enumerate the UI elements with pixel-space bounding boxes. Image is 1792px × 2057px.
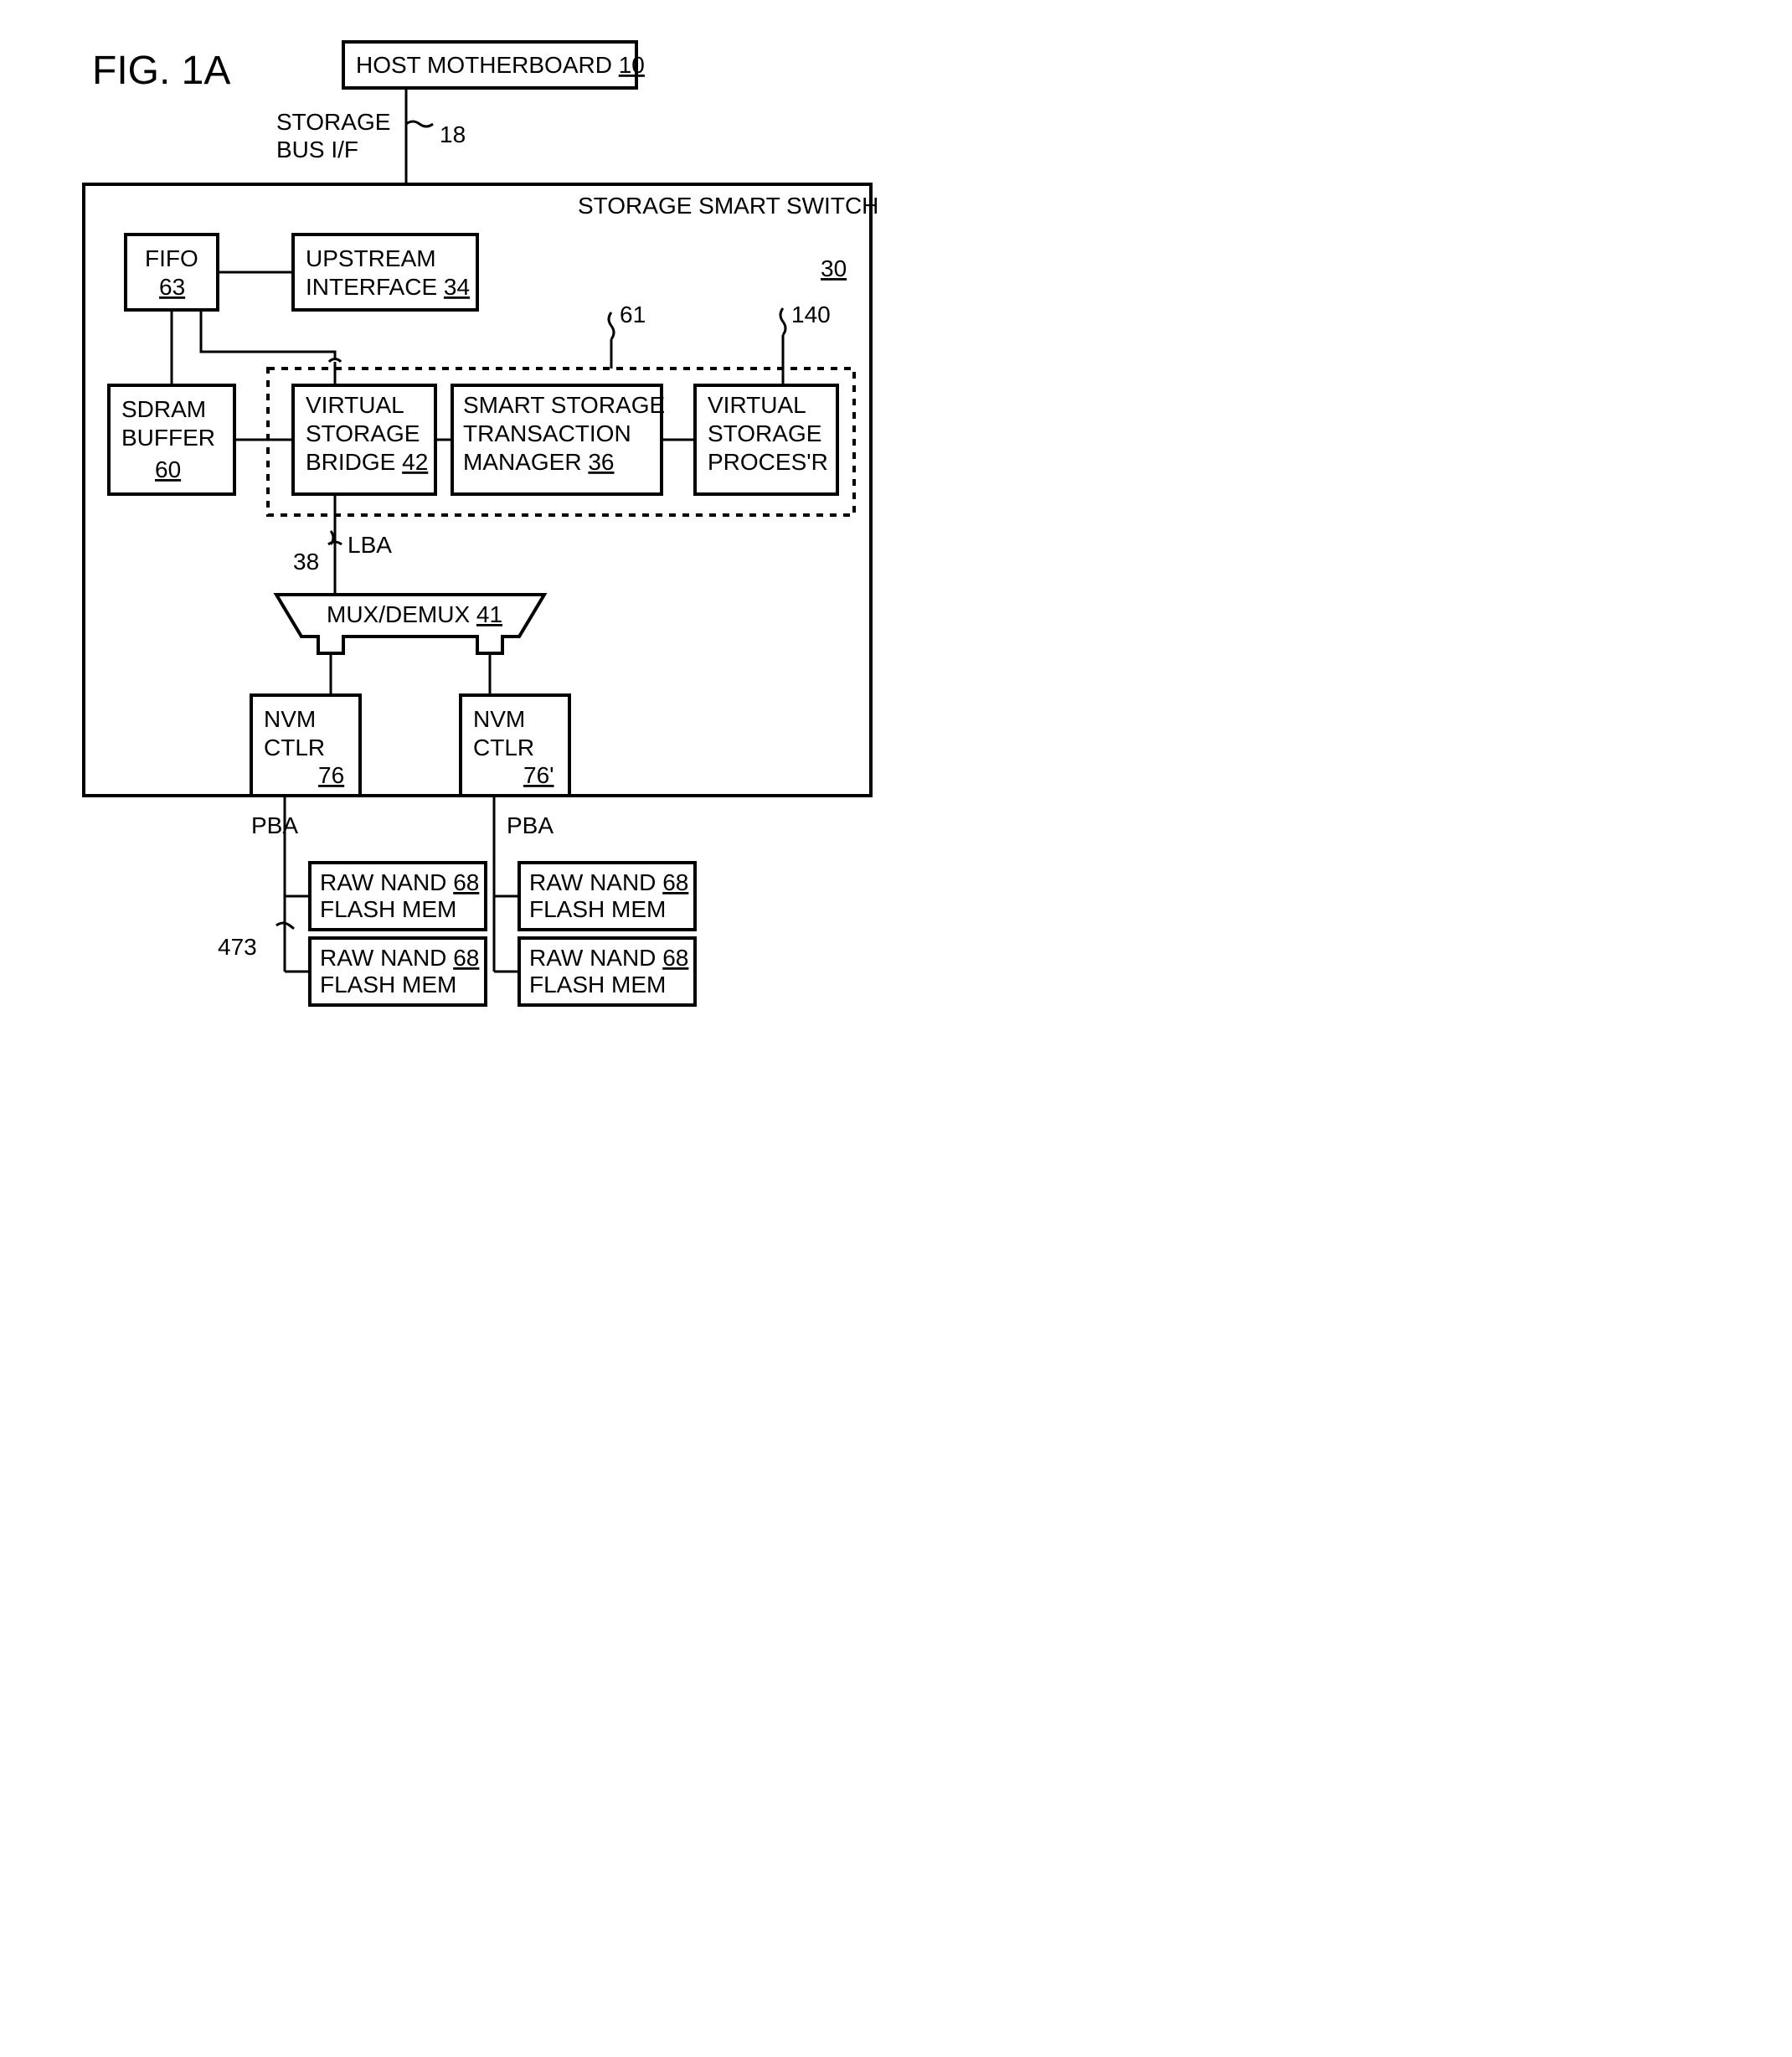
vproc-l3: PROCES'R xyxy=(708,449,828,475)
manager-l2: TRANSACTION xyxy=(463,420,631,446)
flash4-l2: FLASH MEM xyxy=(529,972,666,998)
node-manager: SMART STORAGE TRANSACTION MANAGER 36 xyxy=(452,385,665,494)
manager-ref: 36 xyxy=(588,449,614,475)
node-bridge: VIRTUAL STORAGE BRIDGE 42 xyxy=(293,385,435,494)
figure-title: FIG. 1A xyxy=(92,49,230,93)
node-flash4: RAW NAND 68 FLASH MEM xyxy=(519,938,695,1005)
vproc-l1: VIRTUAL xyxy=(708,392,806,418)
ref-38: 38 xyxy=(293,549,319,575)
storage-bus-label-2: BUS I/F xyxy=(276,137,358,162)
flash1-l2: FLASH MEM xyxy=(320,896,456,922)
nvm2-l2: CTLR xyxy=(473,735,534,760)
flash2-l1: RAW NAND xyxy=(320,945,446,971)
fifo-label: FIFO xyxy=(145,245,198,271)
pba-label-1: PBA xyxy=(251,812,298,838)
node-flash2: RAW NAND 68 FLASH MEM xyxy=(310,938,486,1005)
vproc-l2: STORAGE xyxy=(708,420,821,446)
flash3-l2: FLASH MEM xyxy=(529,896,666,922)
manager-l3: MANAGER xyxy=(463,449,582,475)
mux-label: MUX/DEMUX xyxy=(327,601,470,627)
upstream-l2: INTERFACE xyxy=(306,274,437,300)
node-sdram: SDRAM BUFFER 60 xyxy=(109,385,234,494)
mux-ref: 41 xyxy=(476,601,502,627)
nvm2-ref: 76' xyxy=(523,762,554,788)
nvm1-l2: CTLR xyxy=(264,735,325,760)
sdram-l1: SDRAM xyxy=(121,396,206,422)
bridge-l3: BRIDGE xyxy=(306,449,395,475)
switch-ref: 30 xyxy=(821,255,847,281)
ref-140: 140 xyxy=(791,302,831,327)
switch-label: STORAGE SMART SWITCH xyxy=(578,193,878,219)
ref-61: 61 xyxy=(620,302,646,327)
svg-text:RAW NAND 68: RAW NAND 68 xyxy=(529,869,688,895)
squiggle-18 xyxy=(406,121,433,126)
node-nvm2: NVM CTLR 76' xyxy=(461,695,569,796)
nvm2-l1: NVM xyxy=(473,706,525,732)
ref-473: 473 xyxy=(218,934,257,960)
svg-text:INTERFACE 34: INTERFACE 34 xyxy=(306,274,470,300)
flash4-l1: RAW NAND xyxy=(529,945,656,971)
svg-text:MANAGER 36: MANAGER 36 xyxy=(463,449,615,475)
sdram-l2: BUFFER xyxy=(121,425,215,451)
nvm1-ref: 76 xyxy=(318,762,344,788)
node-nvm1: NVM CTLR 76 xyxy=(251,695,360,796)
flash2-ref: 68 xyxy=(453,945,479,971)
svg-text:RAW NAND 68: RAW NAND 68 xyxy=(529,945,688,971)
pba-label-2: PBA xyxy=(507,812,554,838)
svg-text:MUX/DEMUX 41: MUX/DEMUX 41 xyxy=(327,601,502,627)
svg-text:RAW NAND 68: RAW NAND 68 xyxy=(320,945,479,971)
svg-text:HOST MOTHERBOARD 10: HOST MOTHERBOARD 10 xyxy=(356,52,645,78)
host-ref: 10 xyxy=(619,52,645,78)
nvm1-l1: NVM xyxy=(264,706,316,732)
flash2-l2: FLASH MEM xyxy=(320,972,456,998)
manager-l1: SMART STORAGE xyxy=(463,392,665,418)
flash1-ref: 68 xyxy=(453,869,479,895)
bridge-l1: VIRTUAL xyxy=(306,392,404,418)
diagram-canvas: FIG. 1A HOST MOTHERBOARD 10 18 STORAGE B… xyxy=(25,25,921,1054)
fifo-ref: 63 xyxy=(159,274,185,300)
node-vproc: VIRTUAL STORAGE PROCES'R xyxy=(695,385,837,494)
bridge-ref: 42 xyxy=(402,449,428,475)
upstream-ref: 34 xyxy=(444,274,470,300)
lba-label: LBA xyxy=(348,532,392,558)
svg-text:RAW NAND 68: RAW NAND 68 xyxy=(320,869,479,895)
flash3-ref: 68 xyxy=(662,869,688,895)
wire-hop xyxy=(329,359,341,362)
node-flash3: RAW NAND 68 FLASH MEM xyxy=(519,863,695,930)
node-upstream: UPSTREAM INTERFACE 34 xyxy=(293,235,477,310)
flash4-ref: 68 xyxy=(662,945,688,971)
upstream-l1: UPSTREAM xyxy=(306,245,436,271)
storage-bus-label-1: STORAGE xyxy=(276,109,390,135)
sdram-ref: 60 xyxy=(155,456,181,482)
bridge-l2: STORAGE xyxy=(306,420,420,446)
ref-18: 18 xyxy=(440,121,466,147)
svg-text:BRIDGE 42: BRIDGE 42 xyxy=(306,449,428,475)
host-label: HOST MOTHERBOARD xyxy=(356,52,612,78)
flash3-l1: RAW NAND xyxy=(529,869,656,895)
node-flash1: RAW NAND 68 FLASH MEM xyxy=(310,863,486,930)
node-fifo: FIFO 63 xyxy=(126,235,218,310)
flash1-l1: RAW NAND xyxy=(320,869,446,895)
node-host: HOST MOTHERBOARD 10 xyxy=(343,42,645,88)
